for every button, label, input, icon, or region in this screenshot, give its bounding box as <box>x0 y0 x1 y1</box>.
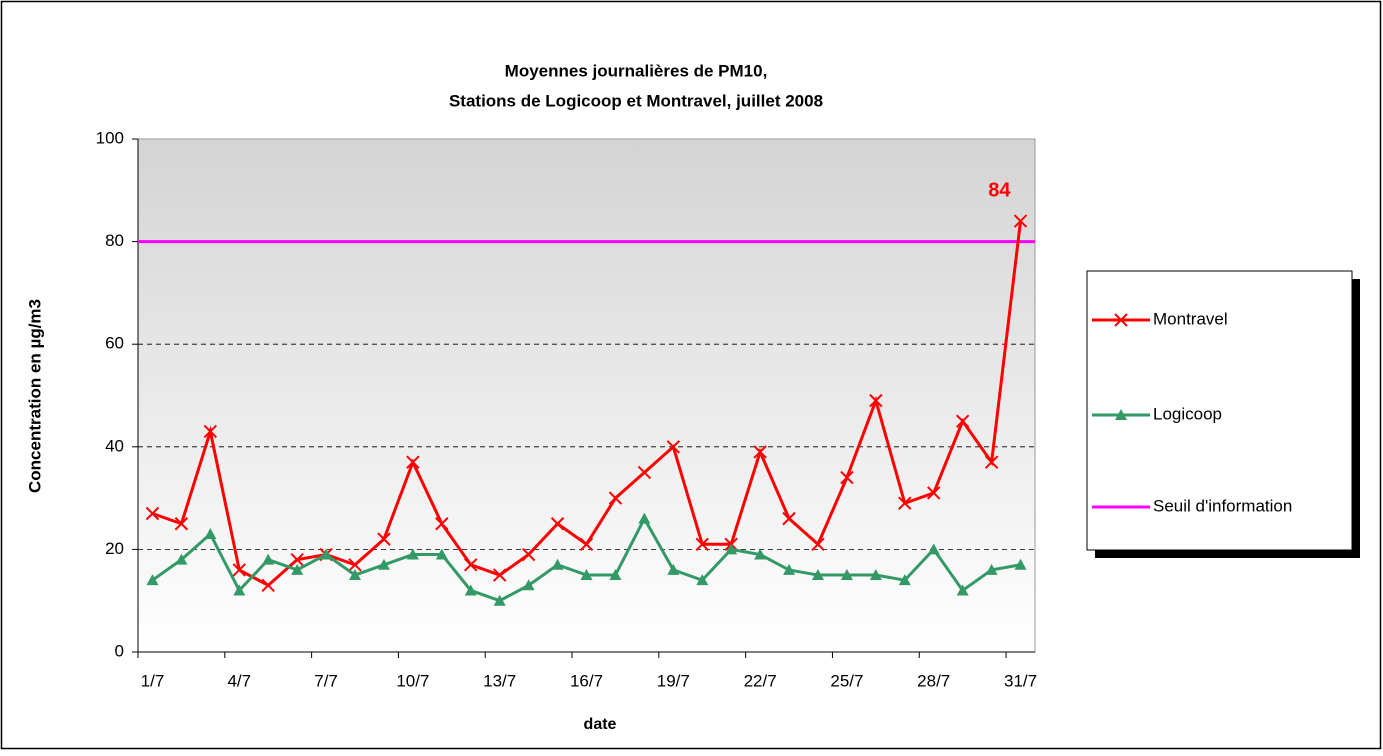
x-tick-label: 25/7 <box>830 671 863 690</box>
x-tick-label: 28/7 <box>917 671 950 690</box>
data-point <box>579 537 594 551</box>
legend-label: Montravel <box>1153 309 1228 328</box>
data-point <box>1014 558 1027 570</box>
chart-title: Moyennes journalières de PM10, <box>505 61 768 80</box>
y-tick-label: 40 <box>105 436 124 455</box>
data-point <box>349 569 362 581</box>
legend <box>1086 270 1353 551</box>
y-tick-label: 20 <box>105 539 124 558</box>
data-point <box>811 569 824 581</box>
data-point <box>696 574 709 586</box>
data-point <box>320 548 333 560</box>
data-point <box>695 537 709 551</box>
data-point <box>580 569 593 581</box>
data-point <box>840 470 854 485</box>
data-point <box>174 517 189 531</box>
data-point <box>667 563 680 575</box>
data-point <box>492 568 507 582</box>
data-point <box>869 569 882 581</box>
y-tick-label: 100 <box>96 128 124 147</box>
data-point <box>175 553 188 565</box>
x-tick-label: 16/7 <box>570 671 603 690</box>
data-point <box>608 491 623 505</box>
data-point <box>609 569 622 581</box>
y-tick-label: 80 <box>105 231 124 250</box>
x-tick-label: 13/7 <box>483 671 516 690</box>
data-point <box>290 552 304 567</box>
y-tick-label: 0 <box>115 641 124 660</box>
data-point <box>435 548 448 560</box>
data-point <box>435 517 449 531</box>
chart-title: Stations de Logicoop et Montravel, juill… <box>449 91 823 110</box>
legend-marker <box>1115 409 1127 420</box>
data-point <box>840 569 853 581</box>
x-tick-label: 19/7 <box>657 671 690 690</box>
x-tick-label: 4/7 <box>227 671 251 690</box>
data-point <box>406 455 420 469</box>
data-point <box>521 547 536 562</box>
x-tick-label: 31/7 <box>1004 671 1037 690</box>
data-point <box>638 512 651 524</box>
data-point <box>262 553 275 565</box>
data-point <box>927 543 940 555</box>
data-point <box>754 548 767 560</box>
data-point <box>261 578 275 593</box>
data-point <box>493 594 506 606</box>
data-point <box>898 574 911 586</box>
legend-label: Logicoop <box>1153 404 1222 423</box>
data-point <box>232 563 246 577</box>
data-point <box>406 548 419 560</box>
data-point <box>666 440 681 454</box>
data-point <box>377 532 391 546</box>
data-point <box>464 584 477 596</box>
data-point <box>203 424 218 439</box>
data-point <box>522 579 535 591</box>
x-axis-label: date <box>584 716 617 733</box>
y-tick-label: 60 <box>105 334 124 353</box>
x-tick-label: 1/7 <box>141 671 165 690</box>
data-point <box>377 558 390 570</box>
data-point <box>204 528 217 540</box>
data-point <box>984 455 999 469</box>
y-axis-label: Concentration en µg/m3 <box>25 299 44 493</box>
data-point <box>955 414 970 428</box>
data-point <box>464 558 478 572</box>
data-point <box>753 445 767 459</box>
data-point <box>985 563 998 575</box>
data-point <box>348 558 362 572</box>
data-point <box>291 563 304 575</box>
data-point <box>927 486 941 500</box>
data-point <box>637 465 652 480</box>
data-point <box>898 496 912 510</box>
data-point <box>782 511 796 526</box>
data-point <box>811 537 825 551</box>
data-point <box>725 543 738 555</box>
data-point <box>145 506 160 521</box>
data-point <box>869 393 883 408</box>
x-tick-label: 10/7 <box>396 671 429 690</box>
legend-label: Seuil d'information <box>1153 496 1292 515</box>
data-point <box>146 574 159 586</box>
data-point <box>550 517 565 531</box>
legend-marker <box>1114 313 1128 327</box>
data-point <box>233 584 246 596</box>
data-point <box>551 558 564 570</box>
data-point <box>783 563 796 575</box>
data-point <box>1013 214 1028 228</box>
data-label: 84 <box>988 179 1011 201</box>
data-point <box>956 584 969 596</box>
x-tick-label: 7/7 <box>314 671 338 690</box>
x-tick-label: 22/7 <box>744 671 777 690</box>
